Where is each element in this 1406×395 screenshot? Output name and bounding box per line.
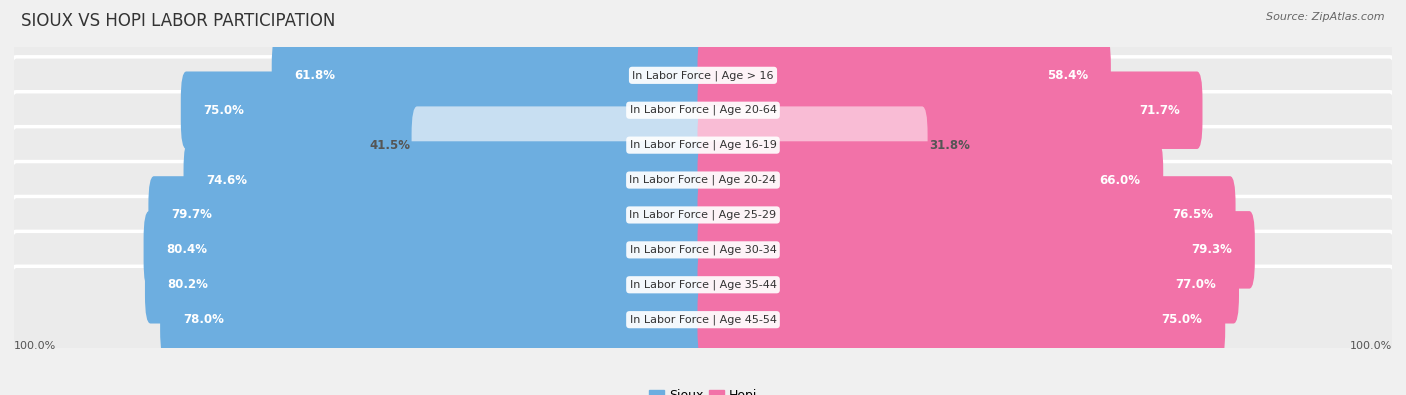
FancyBboxPatch shape [8,22,1398,129]
FancyBboxPatch shape [697,281,1225,358]
Text: In Labor Force | Age 16-19: In Labor Force | Age 16-19 [630,140,776,150]
Text: 71.7%: 71.7% [1139,104,1180,117]
Text: 75.0%: 75.0% [1161,313,1202,326]
FancyBboxPatch shape [149,176,709,254]
Text: In Labor Force | Age 20-24: In Labor Force | Age 20-24 [630,175,776,185]
Text: 80.4%: 80.4% [166,243,207,256]
FancyBboxPatch shape [697,176,1236,254]
Text: 61.8%: 61.8% [294,69,336,82]
FancyBboxPatch shape [697,141,1163,219]
FancyBboxPatch shape [145,246,709,324]
Text: 77.0%: 77.0% [1175,278,1216,291]
Text: 58.4%: 58.4% [1047,69,1088,82]
Text: 66.0%: 66.0% [1099,173,1140,186]
Text: 76.5%: 76.5% [1171,209,1213,222]
Text: 100.0%: 100.0% [14,341,56,351]
Text: 41.5%: 41.5% [370,139,411,152]
Text: In Labor Force | Age 35-44: In Labor Force | Age 35-44 [630,280,776,290]
FancyBboxPatch shape [697,71,1202,149]
FancyBboxPatch shape [412,106,709,184]
FancyBboxPatch shape [8,231,1398,338]
Text: In Labor Force | Age 45-54: In Labor Force | Age 45-54 [630,314,776,325]
Text: 31.8%: 31.8% [929,139,970,152]
FancyBboxPatch shape [697,211,1254,289]
FancyBboxPatch shape [697,106,928,184]
Text: 75.0%: 75.0% [204,104,245,117]
FancyBboxPatch shape [8,57,1398,164]
FancyBboxPatch shape [8,92,1398,199]
FancyBboxPatch shape [8,162,1398,268]
FancyBboxPatch shape [184,141,709,219]
FancyBboxPatch shape [181,71,709,149]
Text: 78.0%: 78.0% [183,313,224,326]
Text: In Labor Force | Age 25-29: In Labor Force | Age 25-29 [630,210,776,220]
Text: SIOUX VS HOPI LABOR PARTICIPATION: SIOUX VS HOPI LABOR PARTICIPATION [21,12,336,30]
Text: In Labor Force | Age 30-34: In Labor Force | Age 30-34 [630,245,776,255]
Text: 80.2%: 80.2% [167,278,208,291]
FancyBboxPatch shape [697,246,1239,324]
Text: 100.0%: 100.0% [1350,341,1392,351]
FancyBboxPatch shape [8,127,1398,233]
FancyBboxPatch shape [8,266,1398,373]
FancyBboxPatch shape [271,37,709,114]
Text: 79.3%: 79.3% [1191,243,1232,256]
Text: In Labor Force | Age 20-64: In Labor Force | Age 20-64 [630,105,776,115]
FancyBboxPatch shape [160,281,709,358]
FancyBboxPatch shape [8,196,1398,303]
Text: 79.7%: 79.7% [172,209,212,222]
Legend: Sioux, Hopi: Sioux, Hopi [644,384,762,395]
Text: In Labor Force | Age > 16: In Labor Force | Age > 16 [633,70,773,81]
FancyBboxPatch shape [143,211,709,289]
Text: 74.6%: 74.6% [207,173,247,186]
FancyBboxPatch shape [697,37,1111,114]
Text: Source: ZipAtlas.com: Source: ZipAtlas.com [1267,12,1385,22]
